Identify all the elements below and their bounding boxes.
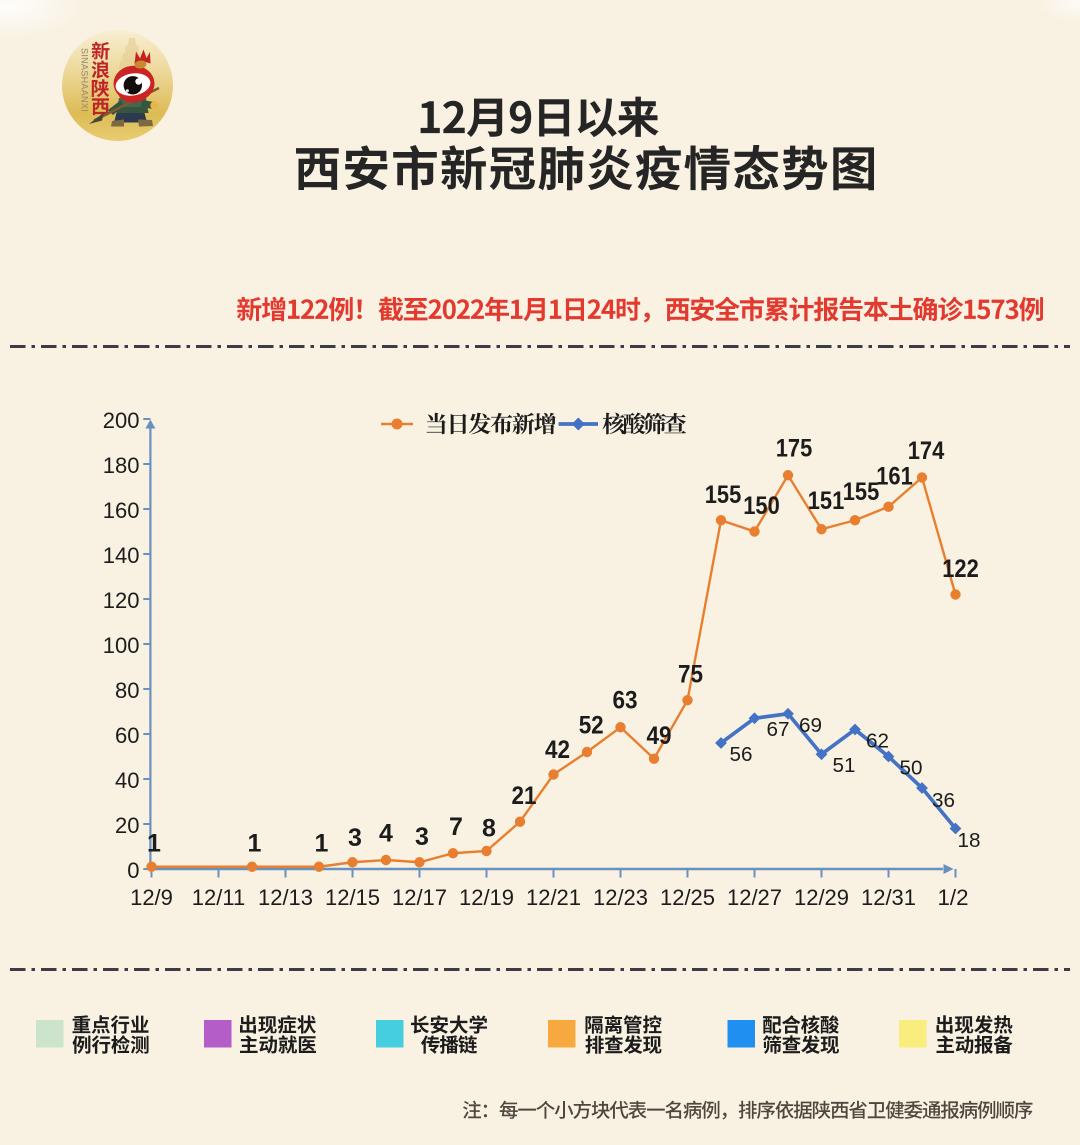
svg-text:12/31: 12/31 bbox=[861, 885, 916, 910]
svg-text:75: 75 bbox=[678, 660, 703, 688]
svg-text:63: 63 bbox=[613, 687, 638, 715]
svg-text:56: 56 bbox=[730, 744, 753, 766]
svg-text:51: 51 bbox=[833, 755, 856, 777]
svg-text:7: 7 bbox=[449, 813, 463, 841]
svg-text:36: 36 bbox=[932, 790, 955, 812]
svg-text:12/17: 12/17 bbox=[392, 885, 447, 910]
svg-text:80: 80 bbox=[115, 678, 139, 703]
svg-text:1/2: 1/2 bbox=[938, 885, 969, 910]
svg-text:160: 160 bbox=[103, 498, 140, 523]
svg-text:122: 122 bbox=[942, 555, 979, 583]
svg-text:67: 67 bbox=[767, 719, 790, 741]
svg-text:175: 175 bbox=[776, 435, 813, 463]
svg-text:50: 50 bbox=[900, 758, 923, 780]
svg-text:8: 8 bbox=[482, 814, 496, 842]
svg-text:3: 3 bbox=[415, 823, 429, 851]
svg-text:151: 151 bbox=[808, 487, 845, 515]
svg-text:0: 0 bbox=[127, 858, 139, 883]
svg-text:12/21: 12/21 bbox=[526, 885, 581, 910]
svg-text:60: 60 bbox=[115, 723, 139, 748]
svg-text:49: 49 bbox=[647, 722, 672, 750]
svg-text:155: 155 bbox=[843, 478, 880, 506]
svg-text:12/29: 12/29 bbox=[794, 885, 849, 910]
svg-text:200: 200 bbox=[103, 408, 140, 433]
svg-text:1: 1 bbox=[147, 830, 161, 858]
svg-text:120: 120 bbox=[103, 588, 140, 613]
svg-text:1: 1 bbox=[315, 830, 329, 858]
svg-text:12/23: 12/23 bbox=[593, 885, 648, 910]
svg-text:SINASHAANXI: SINASHAANXI bbox=[79, 48, 90, 112]
svg-text:20: 20 bbox=[115, 813, 139, 838]
svg-text:12/15: 12/15 bbox=[325, 885, 380, 910]
svg-text:62: 62 bbox=[866, 731, 889, 753]
svg-text:3: 3 bbox=[348, 824, 362, 852]
svg-text:161: 161 bbox=[876, 463, 913, 491]
svg-text:1: 1 bbox=[248, 830, 262, 858]
svg-text:21: 21 bbox=[512, 782, 537, 810]
svg-text:18: 18 bbox=[958, 830, 981, 852]
svg-text:12/11: 12/11 bbox=[192, 885, 245, 910]
svg-text:40: 40 bbox=[115, 768, 139, 793]
svg-text:69: 69 bbox=[799, 715, 822, 737]
svg-text:12/13: 12/13 bbox=[258, 885, 313, 910]
svg-text:4: 4 bbox=[379, 819, 393, 847]
svg-text:42: 42 bbox=[545, 736, 570, 764]
svg-text:12/27: 12/27 bbox=[727, 885, 782, 910]
svg-text:150: 150 bbox=[743, 492, 780, 520]
svg-text:140: 140 bbox=[103, 543, 140, 568]
svg-text:180: 180 bbox=[103, 453, 140, 478]
svg-text:174: 174 bbox=[908, 437, 945, 465]
svg-text:12/9: 12/9 bbox=[130, 885, 173, 910]
svg-text:12/25: 12/25 bbox=[660, 885, 715, 910]
svg-text:12/19: 12/19 bbox=[459, 885, 514, 910]
svg-text:155: 155 bbox=[705, 481, 742, 509]
svg-text:100: 100 bbox=[103, 633, 140, 658]
svg-text:52: 52 bbox=[579, 711, 604, 739]
